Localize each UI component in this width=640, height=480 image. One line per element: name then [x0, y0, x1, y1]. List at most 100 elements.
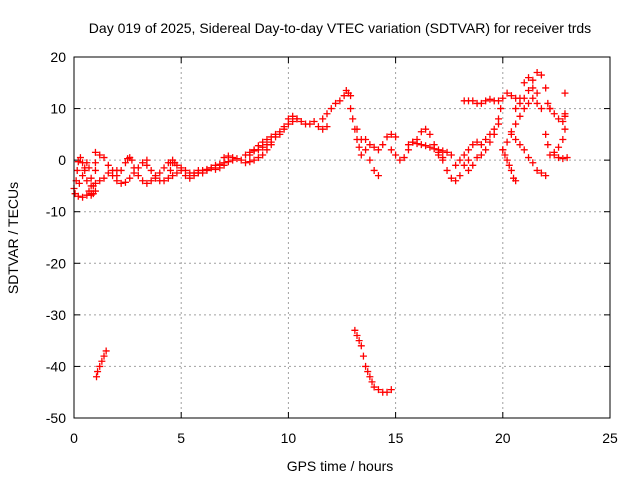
data-point [430, 145, 438, 153]
data-point [254, 154, 262, 162]
data-point [96, 151, 104, 159]
data-point [529, 94, 537, 102]
data-point [173, 161, 181, 169]
data-point [497, 105, 505, 113]
data-point [96, 177, 104, 185]
data-point [362, 136, 370, 144]
data-point [469, 97, 477, 105]
data-point [503, 138, 511, 146]
data-point [499, 94, 507, 102]
data-point [561, 89, 569, 97]
data-point [366, 373, 374, 381]
data-point [546, 105, 554, 113]
data-point [87, 182, 95, 190]
data-point [529, 159, 537, 167]
data-point [426, 143, 434, 151]
chart-title: Day 019 of 2025, Sidereal Day-to-day VTE… [89, 20, 591, 36]
data-point [503, 89, 511, 97]
data-point [91, 159, 99, 167]
data-point [525, 74, 533, 82]
data-point [160, 164, 168, 172]
data-point [130, 164, 138, 172]
data-point [173, 169, 181, 177]
data-point [447, 174, 455, 182]
data-point [91, 166, 99, 174]
data-point [370, 143, 378, 151]
data-point [139, 177, 147, 185]
data-point [452, 161, 460, 169]
data-point [473, 154, 481, 162]
data-point [469, 141, 477, 149]
data-point [233, 155, 241, 163]
data-point [525, 87, 533, 95]
data-point [289, 112, 297, 120]
data-point [203, 166, 211, 174]
data-point [259, 151, 267, 159]
data-point [477, 99, 485, 107]
data-point [347, 92, 355, 100]
data-point [473, 138, 481, 146]
data-point [319, 115, 327, 123]
data-point [147, 166, 155, 174]
data-point [447, 151, 455, 159]
data-point [94, 368, 102, 376]
data-point [104, 169, 112, 177]
data-point [512, 120, 520, 128]
data-point [355, 143, 363, 151]
data-point [512, 136, 520, 144]
data-point [387, 146, 395, 154]
data-point [272, 133, 280, 141]
data-point [87, 174, 95, 182]
data-point [147, 177, 155, 185]
data-point [169, 172, 177, 180]
data-point [166, 166, 174, 174]
x-tick-label: 15 [388, 430, 404, 446]
data-point [368, 378, 376, 386]
data-point [327, 105, 335, 113]
data-point [516, 141, 524, 149]
data-point [263, 141, 271, 149]
data-point [501, 151, 509, 159]
y-tick-label: 20 [50, 49, 66, 65]
data-point [525, 99, 533, 107]
data-point [254, 146, 262, 154]
data-point [520, 79, 528, 87]
data-point [364, 368, 372, 376]
data-point [482, 97, 490, 105]
data-point [340, 92, 348, 100]
y-tick-label: 0 [58, 152, 66, 168]
data-point [96, 362, 104, 370]
data-point [113, 172, 121, 180]
data-point [151, 172, 159, 180]
data-point [490, 97, 498, 105]
data-point [374, 172, 382, 180]
data-point [396, 156, 404, 164]
x-tick-label: 5 [177, 430, 185, 446]
data-point [362, 146, 370, 154]
data-point [181, 172, 189, 180]
data-point [486, 130, 494, 138]
y-tick-label: -30 [46, 307, 66, 323]
data-point [93, 373, 101, 381]
data-point [250, 156, 258, 164]
data-point [156, 169, 164, 177]
data-point [74, 158, 82, 166]
data-point [102, 347, 110, 355]
data-point [293, 115, 301, 123]
x-tick-label: 10 [281, 430, 297, 446]
data-point [404, 141, 412, 149]
data-point [383, 133, 391, 141]
data-point [460, 161, 468, 169]
data-point [357, 342, 365, 350]
data-point [85, 164, 93, 172]
data-point [544, 141, 552, 149]
data-point [370, 383, 378, 391]
data-point [490, 125, 498, 133]
data-point [520, 94, 528, 102]
data-point [486, 138, 494, 146]
data-point [555, 115, 563, 123]
data-point [529, 84, 537, 92]
data-point [542, 84, 550, 92]
y-tick-label: 10 [50, 101, 66, 117]
data-point [280, 123, 288, 131]
